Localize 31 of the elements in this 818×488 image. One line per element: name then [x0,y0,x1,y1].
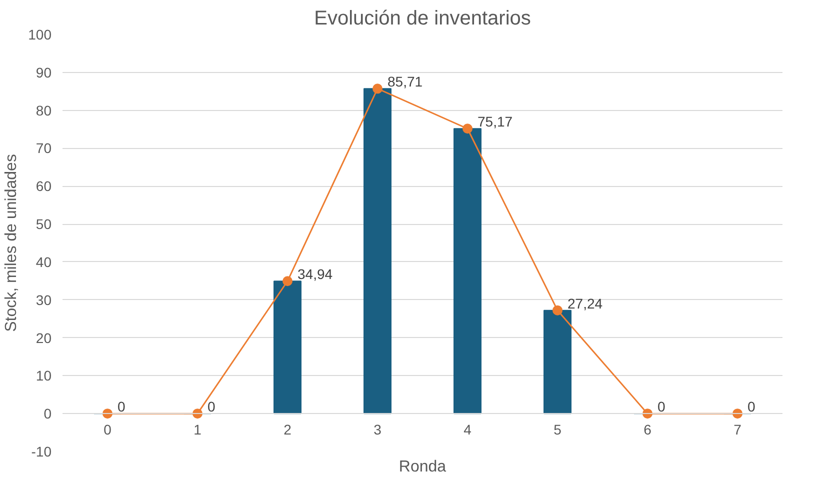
y-tick-label: 0 [44,406,52,422]
x-tick-label: 4 [464,422,472,438]
y-tick-label: 20 [36,330,52,346]
y-tick-label: 70 [36,140,52,156]
x-tick-label: 3 [374,422,382,438]
x-tick-label: 6 [644,422,652,438]
y-tick-label: 60 [36,178,52,194]
x-tick-label: 2 [284,422,292,438]
y-tick-label: 80 [36,102,52,118]
y-axis-title: Stock, miles de unidades [3,154,20,332]
x-tick-label: 0 [104,422,112,438]
data-label: 34,94 [298,266,333,282]
x-tick-label: 5 [554,422,562,438]
y-tick-label: 90 [36,64,52,80]
data-label: 85,71 [388,74,423,90]
y-tick-label: 50 [36,216,52,232]
y-tick-label: 30 [36,292,52,308]
chart-title: Evolución de inventarios [314,8,531,30]
data-label: 0 [118,398,126,415]
data-label: 27,24 [568,295,603,312]
y-tick-label: 10 [36,368,52,384]
data-label: 0 [748,398,756,415]
y-tick-label: -10 [31,444,52,460]
data-label: 0 [208,398,216,415]
x-tick-label: 7 [734,422,742,438]
x-axis-title: Ronda [398,458,446,476]
y-tick-label: 100 [28,26,52,42]
data-label: 75,17 [478,114,513,130]
x-tick-label: 1 [194,422,202,438]
y-tick-label: 40 [36,254,52,270]
data-label: 0 [658,398,666,415]
